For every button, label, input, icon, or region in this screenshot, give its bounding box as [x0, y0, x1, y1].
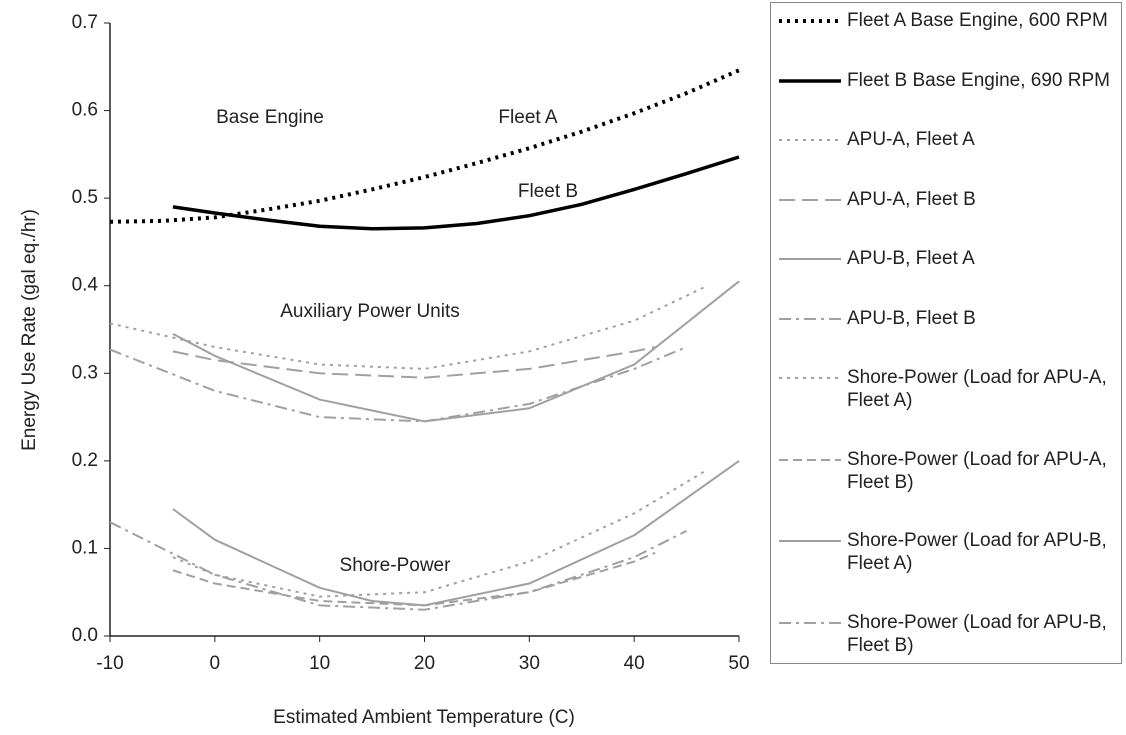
annotation: Shore-Power: [340, 555, 452, 576]
legend-item: Shore-Power (Load for APU-A, Fleet B): [775, 448, 1117, 494]
legend-label: Fleet B Base Engine, 690 RPM: [847, 69, 1110, 91]
legend-label: APU-B, Fleet A: [847, 248, 975, 270]
legend-item: APU-B, Fleet B: [775, 307, 1117, 331]
y-tick-label: 0.2: [72, 450, 98, 471]
legend-label: Shore-Power (Load for APU-A, Fleet A): [847, 367, 1107, 412]
series-line: [172, 155, 740, 231]
legend-item: APU-A, Fleet A: [775, 128, 1117, 152]
legend-swatch: [779, 19, 841, 23]
legend: Fleet A Base Engine, 600 RPM Fleet B Base…: [770, 2, 1122, 664]
legend-label: APU-B, Fleet B: [847, 307, 976, 329]
y-tick-label: 0.7: [72, 12, 98, 33]
legend-item: Shore-Power (Load for APU-B, Fleet A): [775, 529, 1117, 575]
legend-swatch: [779, 258, 841, 261]
series-line: [109, 346, 687, 423]
x-tick-label: 30: [519, 653, 540, 674]
legend-item: Shore-Power (Load for APU-A, Fleet A): [775, 366, 1117, 412]
legend-swatch: [779, 540, 841, 543]
legend-swatch: [779, 139, 841, 142]
legend-item: Fleet A Base Engine, 600 RPM: [775, 9, 1117, 33]
legend-swatch: [779, 198, 841, 201]
x-tick-label: 20: [414, 653, 435, 674]
legend-item: Shore-Power (Load for APU-B, Fleet B): [775, 611, 1117, 657]
y-tick-label: 0.0: [72, 625, 98, 646]
y-tick-label: 0.3: [72, 362, 98, 383]
annotation: Fleet A: [498, 107, 557, 128]
legend-label: Fleet A Base Engine, 600 RPM: [847, 10, 1108, 31]
legend-label: Shore-Power (Load for APU-B, Fleet A): [847, 530, 1107, 575]
legend-swatch: [779, 458, 841, 461]
chart: Energy Use Rate (gal eq./hr) Estimated A…: [19, 12, 750, 728]
x-tick-label: 50: [728, 653, 749, 674]
legend-label: Shore-Power (Load for APU-A, Fleet B): [847, 448, 1107, 493]
legend-swatch: [779, 317, 841, 320]
annotation: Auxiliary Power Units: [280, 301, 460, 322]
series-line: [109, 521, 688, 611]
x-axis-label: Estimated Ambient Temperature (C): [273, 707, 575, 728]
series-line: [172, 460, 740, 607]
legend-item: Fleet B Base Engine, 690 RPM: [775, 69, 1117, 93]
legend-item: APU-A, Fleet B: [775, 188, 1117, 212]
annotation: Base Engine: [216, 107, 324, 128]
legend-item: APU-B, Fleet A: [775, 247, 1117, 271]
series-line: [109, 68, 740, 224]
y-axis-label: Energy Use Rate (gal eq./hr): [19, 209, 40, 451]
annotation: Fleet B: [518, 181, 578, 202]
y-tick-label: 0.6: [72, 100, 98, 121]
series-line: [172, 468, 709, 598]
series-line: [172, 346, 656, 379]
x-tick-label: 10: [309, 653, 330, 674]
legend-swatch: [779, 78, 841, 83]
x-tick-label: -10: [96, 653, 123, 674]
legend-swatch: [779, 377, 841, 380]
x-tick-label: 40: [624, 653, 645, 674]
legend-label: Shore-Power (Load for APU-B, Fleet B): [847, 611, 1107, 656]
legend-label: APU-A, Fleet B: [847, 188, 976, 210]
y-tick-label: 0.4: [72, 275, 99, 296]
y-tick-label: 0.5: [72, 187, 98, 208]
legend-swatch: [779, 621, 841, 624]
x-tick-label: 0: [210, 653, 221, 674]
y-tick-label: 0.1: [72, 537, 98, 558]
legend-label: APU-A, Fleet A: [847, 129, 975, 151]
